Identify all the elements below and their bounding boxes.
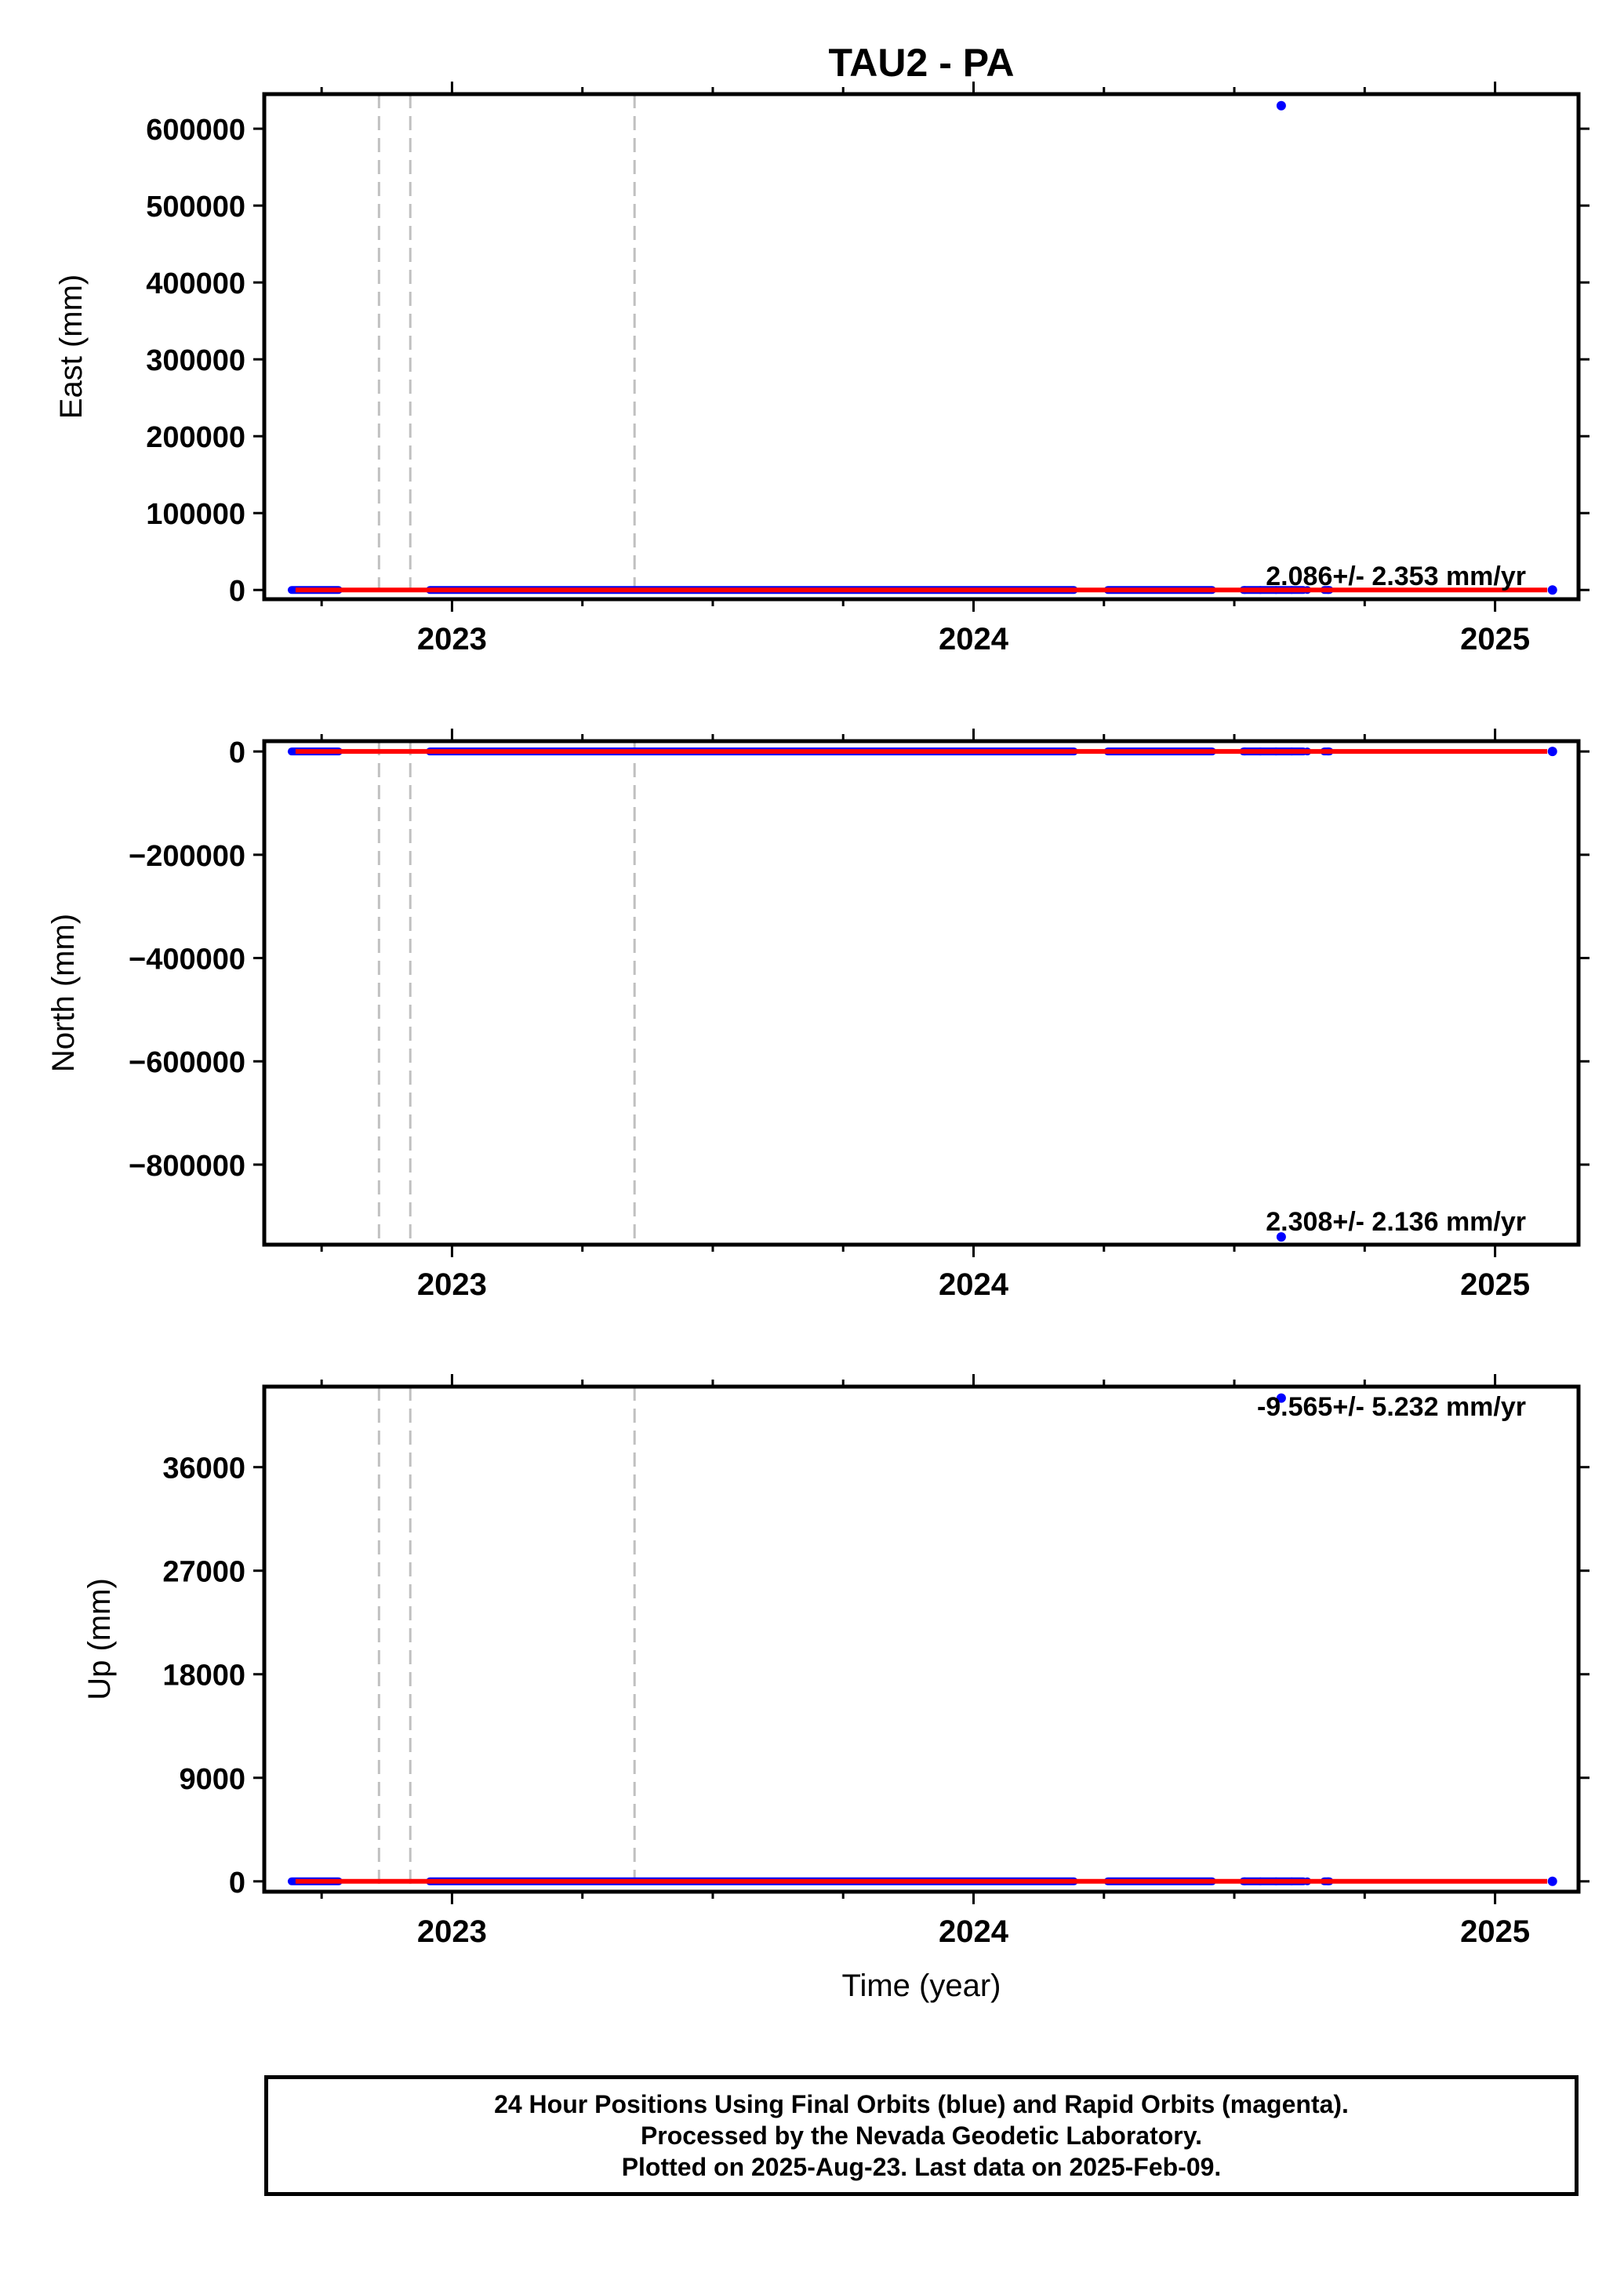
y-tick-label-north-4: 0 [229,736,245,769]
y-tick-label-up-4: 36000 [162,1452,245,1485]
last-data-point-east [1547,585,1557,595]
y-tick-label-up-3: 27000 [162,1556,245,1589]
y-tick-label-east-1: 100000 [146,498,245,531]
x-tick-label-up-2: 2025 [1460,1914,1530,1949]
y-axis-label-north: North (mm) [46,914,81,1072]
x-tick-label-up-1: 2024 [939,1914,1009,1949]
y-axis-label-up: Up (mm) [82,1578,117,1700]
y-axis-label-east: East (mm) [54,275,89,419]
y-tick-label-north-3: −200000 [129,840,245,873]
outlier-point-north-0 [1276,1232,1286,1242]
y-tick-label-up-2: 18000 [162,1660,245,1692]
y-tick-label-east-6: 600000 [146,114,245,147]
y-tick-label-north-1: −600000 [129,1046,245,1079]
rate-label-up: -9.565+/- 5.232 mm/yr [1257,1392,1526,1422]
x-tick-label-north-1: 2024 [939,1267,1009,1302]
x-tick-label-east-2: 2025 [1460,622,1530,656]
chart-title: TAU2 - PA [828,41,1014,85]
y-tick-label-east-4: 400000 [146,267,245,300]
outlier-point-east-0 [1276,100,1286,111]
panel-east: 0 100000 200000 300000 400000 500000 600000 202… [54,82,1589,656]
rate-label-east: 2.086+/- 2.353 mm/yr [1266,562,1526,591]
y-tick-label-up-0: 0 [229,1867,245,1900]
y-tick-label-north-2: −400000 [129,943,245,976]
footer-line-3: Plotted on 2025-Aug-23. Last data on 202… [621,2153,1222,2181]
y-tick-label-up-1: 9000 [179,1763,245,1796]
last-data-point-up [1547,1876,1557,1886]
x-tick-label-north-0: 2023 [417,1267,487,1302]
y-tick-label-north-0: −800000 [129,1150,245,1183]
x-tick-label-north-2: 2025 [1460,1267,1530,1302]
footer-box: 24 Hour Positions Using Final Orbits (bl… [264,2075,1579,2196]
y-tick-label-east-0: 0 [229,575,245,608]
panel-north: −800000 −600000 −400000 −200000 0 2023 2024 202… [46,729,1589,1302]
plot-frame-north [262,739,1581,1247]
x-tick-label-east-1: 2024 [939,622,1009,656]
footer-line-2: Processed by the Nevada Geodetic Laborat… [640,2121,1203,2150]
y-tick-label-east-2: 200000 [146,421,245,454]
plot-frame-east [262,92,1581,602]
x-tick-label-east-0: 2023 [417,622,487,656]
footer-line-1: 24 Hour Positions Using Final Orbits (bl… [494,2090,1349,2118]
rate-label-north: 2.308+/- 2.136 mm/yr [1266,1207,1526,1237]
panel-up: 0 9000 18000 27000 36000 2023 2024 2025 Up (mm) -… [82,1374,1589,1949]
plot-frame-up [262,1384,1581,1894]
x-axis-label: Time (year) [842,1969,1001,2003]
y-tick-label-east-3: 300000 [146,344,245,377]
x-tick-label-up-0: 2023 [417,1914,487,1949]
y-tick-label-east-5: 500000 [146,191,245,224]
outlier-point-up-0 [1276,1393,1286,1403]
last-data-point-north [1547,747,1557,757]
